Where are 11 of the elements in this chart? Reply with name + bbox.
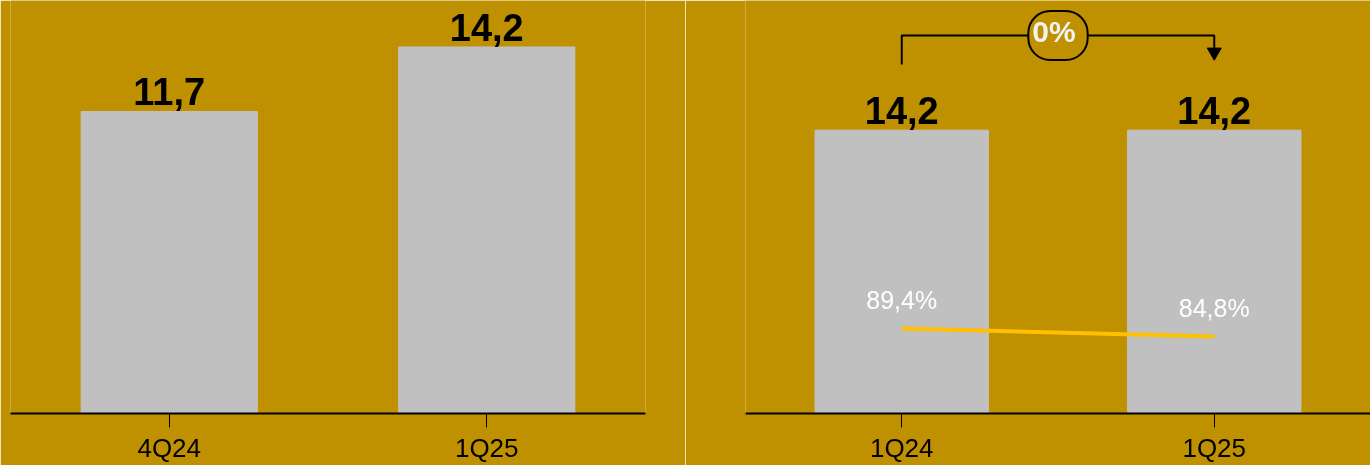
x-tick-label: 1Q25 xyxy=(454,432,519,463)
data-label: 14,2 xyxy=(1177,90,1252,133)
x-tick-label: 1Q24 xyxy=(869,432,934,463)
data-label: 14,2 xyxy=(864,90,939,133)
data-label: 14,2 xyxy=(449,6,524,49)
annotation: 0% xyxy=(1032,15,1076,49)
x-tick-label: 1Q25 xyxy=(1182,432,1247,463)
x-tick-label: 4Q24 xyxy=(137,432,202,463)
data-label: 11,7 xyxy=(133,71,206,114)
data-label: 89,4% xyxy=(866,286,938,315)
data-label: 84,8% xyxy=(1178,294,1250,323)
